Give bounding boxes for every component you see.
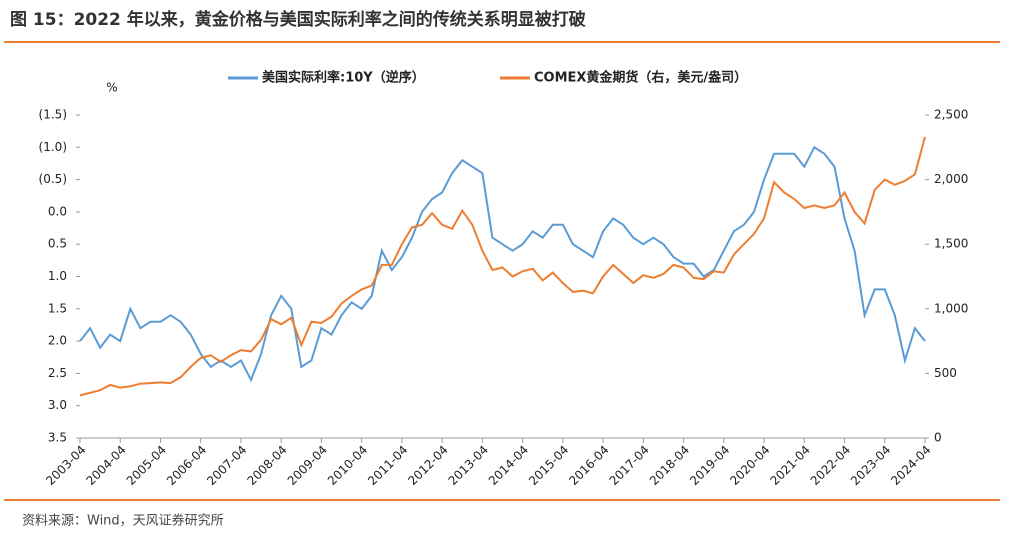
y-tick-label: 0.5 [48, 237, 67, 251]
x-tick-label: 2013-04 [446, 443, 491, 488]
y2-tick-label: 0 [934, 431, 942, 445]
x-tick-label: 2022-04 [808, 443, 853, 488]
x-tick-label: 2012-04 [405, 443, 450, 488]
y-tick-label: (0.5) [39, 172, 67, 186]
x-tick-label: 2019-04 [687, 443, 732, 488]
y-tick-label: (1.5) [39, 108, 67, 122]
y-tick-label: 3.0 [48, 398, 67, 412]
legend-label: 美国实际利率:10Y（逆序） [262, 70, 425, 86]
y-tick-label: 2.5 [48, 366, 67, 380]
x-tick-label: 2015-04 [526, 443, 571, 488]
x-tick-label: 2018-04 [647, 443, 692, 488]
y2-tick-label: 500 [934, 366, 957, 380]
y2-tick-label: 2,000 [934, 172, 968, 186]
y2-tick-label: 1,000 [934, 301, 968, 315]
x-tick-label: 2005-04 [124, 443, 169, 488]
x-tick-label: 2024-04 [888, 443, 933, 488]
y2-tick-label: 2,500 [934, 108, 968, 122]
y-tick-label: 2.0 [48, 334, 67, 348]
x-tick-label: 2004-04 [83, 443, 128, 488]
series-line [79, 136, 926, 397]
x-tick-label: 2009-04 [285, 443, 330, 488]
x-tick-label: 2007-04 [204, 443, 249, 488]
x-tick-label: 2021-04 [768, 443, 813, 488]
legend-label: COMEX黄金期货（右，美元/盎司） [534, 70, 747, 86]
series-line [79, 145, 926, 383]
x-tick-label: 2023-04 [848, 443, 893, 488]
y-tick-label: 0.0 [48, 204, 67, 218]
y2-tick-label: 1,500 [934, 237, 968, 251]
x-tick-label: 2008-04 [244, 443, 289, 488]
chart-title: 图 15：2022 年以来，黄金价格与美国实际利率之间的传统关系明显被打破 [10, 9, 586, 30]
x-tick-label: 2016-04 [566, 443, 611, 488]
source: 资料来源：Wind，天风证券研究所 [22, 513, 224, 529]
x-tick-label: 2020-04 [727, 443, 772, 488]
x-tick-label: 2011-04 [365, 443, 410, 488]
x-tick-label: 2003-04 [43, 443, 88, 488]
y-tick-label: 1.0 [48, 269, 67, 283]
x-tick-label: 2006-04 [164, 443, 209, 488]
y-tick-label: 1.5 [48, 301, 67, 315]
x-tick-label: 2010-04 [325, 443, 370, 488]
y-tick-label: 3.5 [48, 431, 67, 445]
x-tick-label: 2017-04 [607, 443, 652, 488]
y-tick-label: (1.0) [39, 140, 67, 154]
x-tick-label: 2014-04 [486, 443, 531, 488]
y-axis-unit: % [106, 81, 117, 95]
